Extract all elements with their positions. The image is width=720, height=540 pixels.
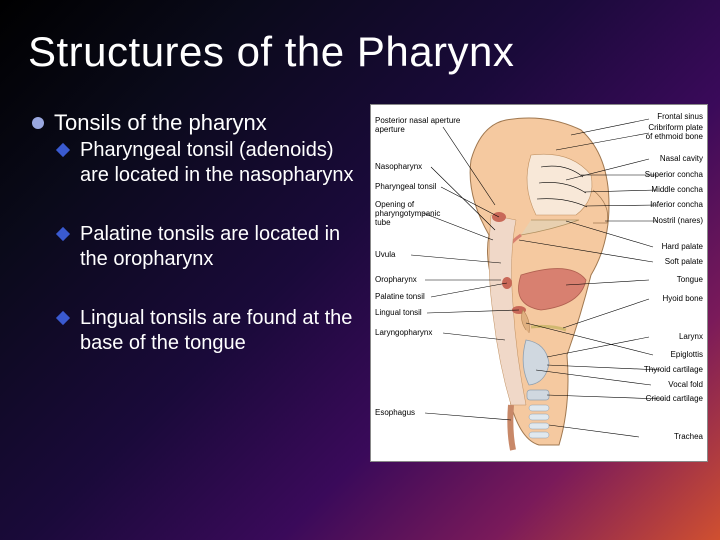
label-right: Cribriform plate	[648, 123, 703, 132]
main-bullet: Tonsils of the pharynx	[32, 110, 362, 136]
sub-bullet-list: Pharyngeal tonsil (adenoids) are located…	[58, 138, 362, 356]
label-left: Uvula	[375, 250, 396, 259]
label-right: Epiglottis	[671, 350, 703, 359]
label-left: Esophagus	[375, 408, 415, 417]
sub-bullet: Pharyngeal tonsil (adenoids) are located…	[58, 138, 362, 188]
label-left: Laryngopharynx	[375, 328, 432, 337]
label-right: Larynx	[679, 332, 703, 341]
content-area: Tonsils of the pharynx Pharyngeal tonsil…	[32, 110, 362, 390]
label-right: Superior concha	[645, 170, 704, 179]
main-bullet-text: Tonsils of the pharynx	[54, 110, 267, 136]
label-right: Vocal fold	[668, 380, 703, 389]
cricoid	[527, 390, 549, 400]
sub-bullet: Palatine tonsils are located in the orop…	[58, 222, 362, 272]
diamond-bullet-icon	[56, 227, 70, 241]
esophagus	[510, 405, 513, 450]
label-right: Hyoid bone	[663, 294, 704, 303]
slide: Structures of the Pharynx Tonsils of the…	[0, 0, 720, 540]
diamond-bullet-icon	[56, 311, 70, 325]
label-left-line2: pharyngotympanic	[375, 209, 440, 218]
label-right: Inferior concha	[650, 200, 703, 209]
label-right: Tongue	[677, 275, 704, 284]
label-left: Pharyngeal tonsil	[375, 182, 437, 191]
slide-title: Structures of the Pharynx	[28, 28, 514, 76]
label-right: Soft palate	[665, 257, 704, 266]
sub-bullet-text: Palatine tonsils are located in the orop…	[80, 222, 362, 272]
label-left: Nasopharynx	[375, 162, 422, 171]
label-right: Hard palate	[662, 242, 704, 251]
anatomy-svg: Posterior nasal aperture aperture Nasoph…	[371, 105, 707, 461]
label-left: Lingual tonsil	[375, 308, 422, 317]
label-right: Cricoid cartilage	[646, 394, 704, 403]
label-left: Palatine tonsil	[375, 292, 425, 301]
label-right: Thyroid cartilage	[644, 365, 704, 374]
sub-bullet: Lingual tonsils are found at the base of…	[58, 306, 362, 356]
sub-bullet-text: Pharyngeal tonsil (adenoids) are located…	[80, 138, 362, 188]
label-right: Middle concha	[651, 185, 703, 194]
label-left: Oropharynx	[375, 275, 417, 284]
bullet-dot-icon	[32, 117, 44, 129]
label-left: Opening of	[375, 200, 415, 209]
label-right: Frontal sinus	[657, 112, 703, 121]
label-left-line2: aperture	[375, 125, 405, 134]
sub-bullet-text: Lingual tonsils are found at the base of…	[80, 306, 362, 356]
label-right: Nasal cavity	[660, 154, 703, 163]
label-right: Nostril (nares)	[653, 216, 704, 225]
anatomy-figure: Posterior nasal aperture aperture Nasoph…	[370, 104, 708, 462]
label-left-line3: tube	[375, 218, 391, 227]
label-right: Trachea	[674, 432, 704, 441]
label-right-line2: of ethmoid bone	[646, 132, 704, 141]
label-left: Posterior nasal aperture	[375, 116, 461, 125]
diamond-bullet-icon	[56, 143, 70, 157]
